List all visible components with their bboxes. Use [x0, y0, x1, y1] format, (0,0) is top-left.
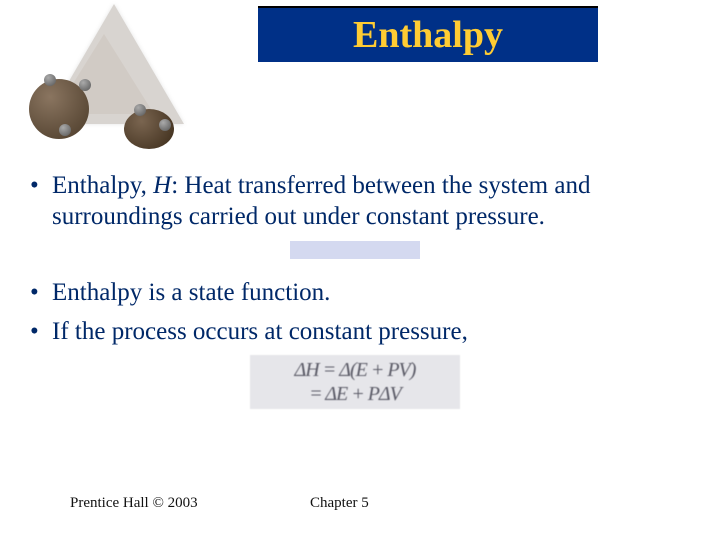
bullet-text: Enthalpy is a state function. [52, 277, 690, 308]
bullet-text: Enthalpy, H: Heat transferred between th… [52, 170, 690, 233]
title-banner: Enthalpy [258, 6, 598, 62]
footer: Prentice Hall © 2003 Chapter 5 [70, 495, 680, 512]
atom-dot [59, 124, 71, 136]
content-area: • Enthalpy, H: Heat transferred between … [30, 170, 690, 409]
atom-dot [79, 79, 91, 91]
equation-line-1: ΔH = Δ(E + PV) [295, 358, 416, 382]
bullet-marker: • [30, 170, 52, 201]
bullet-item: • If the process occurs at constant pres… [30, 316, 690, 347]
bullet-prefix: Enthalpy, [52, 172, 153, 199]
atom-dot [159, 119, 171, 131]
equation-line-2: = ΔE + PΔV [309, 382, 401, 406]
atom-dot [44, 74, 56, 86]
footer-copyright: Prentice Hall © 2003 [70, 495, 310, 512]
equation-image: ΔH = Δ(E + PV) = ΔE + PΔV [250, 355, 460, 409]
atom-dot [134, 104, 146, 116]
footer-chapter: Chapter 5 [310, 495, 369, 512]
bullet-item: • Enthalpy is a state function. [30, 277, 690, 308]
bullet-text: If the process occurs at constant pressu… [52, 316, 690, 347]
placeholder-strip [290, 241, 420, 259]
corner-decorative-image [4, 4, 224, 154]
slide-title: Enthalpy [353, 13, 503, 57]
bullet-item: • Enthalpy, H: Heat transferred between … [30, 170, 690, 233]
bullet-symbol: H [153, 172, 171, 199]
bullet-marker: • [30, 316, 52, 347]
bullet-marker: • [30, 277, 52, 308]
